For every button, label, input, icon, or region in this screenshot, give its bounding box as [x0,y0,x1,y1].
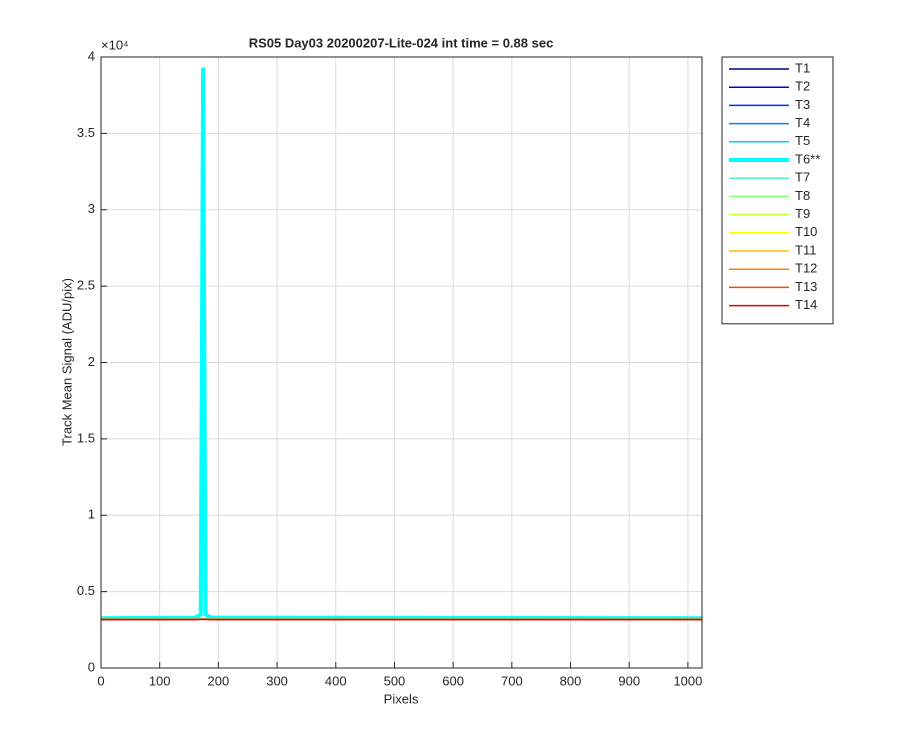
x-tick-label: 100 [149,673,171,688]
y-tick-label: 3 [88,201,95,216]
legend-label: T13 [795,279,817,294]
legend-label: T8 [795,188,810,203]
x-tick-label: 1000 [673,673,702,688]
legend-label: T4 [795,115,810,130]
legend-label: T14 [795,297,817,312]
chart-title: RS05 Day03 20200207-Lite-024 int time = … [249,35,554,50]
x-tick-label: 700 [501,673,523,688]
x-tick-label: 500 [384,673,406,688]
legend-label: T2 [795,79,810,94]
x-tick-label: 200 [208,673,230,688]
legend-label: T6** [795,151,820,166]
y-tick-label: 3.5 [77,125,95,140]
legend-label: T1 [795,60,810,75]
legend-label: T7 [795,170,810,185]
series-line [100,67,703,621]
y-tick-label: 1.5 [77,430,95,445]
legend-label: T9 [795,206,810,221]
x-tick-label: 300 [266,673,288,688]
legend-label: T11 [795,242,816,257]
x-tick-label: 900 [618,673,640,688]
x-tick-label: 0 [97,673,104,688]
x-tick-label: 600 [442,673,464,688]
x-tick-label: 400 [325,673,347,688]
y-tick-label: 0.5 [77,583,95,598]
legend-label: T10 [795,224,817,239]
legend-box [721,56,834,325]
y-scale-label: ×10⁴ [101,37,129,52]
legend-label: T12 [795,261,817,276]
plot-frame [100,56,703,669]
legend-label: T5 [795,133,810,148]
x-axis-label: Pixels [384,691,419,706]
legend-label: T3 [795,97,810,112]
x-tick-label: 800 [560,673,582,688]
y-tick-label: 4 [88,48,95,63]
y-tick-label: 1 [88,507,95,522]
y-tick-label: 0 [88,659,95,674]
y-tick-label: 2 [88,354,95,369]
y-tick-label: 2.5 [77,278,95,293]
y-axis-label: Track Mean Signal (ADU/pix) [59,278,74,446]
